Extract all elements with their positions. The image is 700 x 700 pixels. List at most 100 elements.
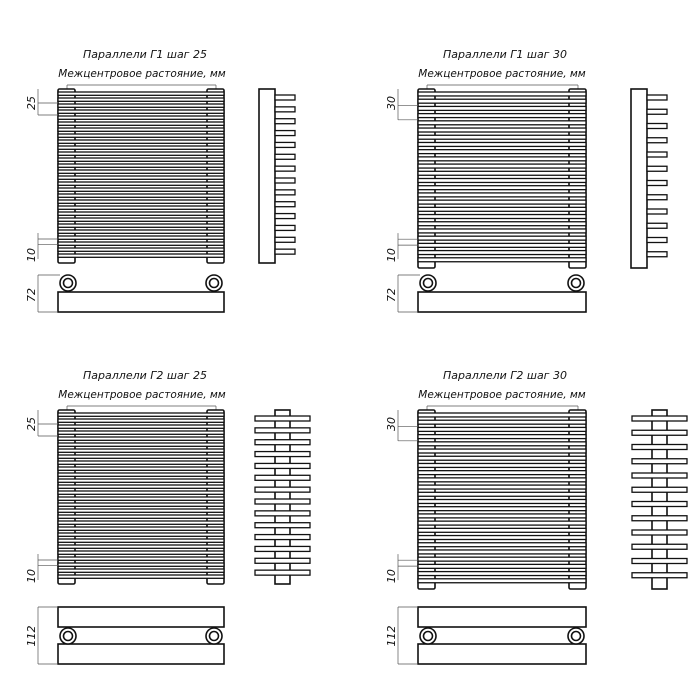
pipe-connection-inner	[62, 277, 74, 289]
side-tube	[631, 515, 688, 522]
horizontal-tube	[57, 127, 225, 132]
horizontal-tube	[417, 448, 587, 454]
side-tube	[646, 108, 668, 115]
horizontal-tube	[57, 235, 225, 240]
front-view	[57, 409, 225, 585]
horizontal-tube	[417, 257, 587, 263]
horizontal-tube	[57, 544, 225, 549]
collector-side	[630, 88, 648, 269]
horizontal-tube	[57, 241, 225, 246]
side-tube	[254, 498, 311, 505]
side-tube	[254, 474, 311, 481]
horizontal-tube	[417, 441, 587, 447]
horizontal-tube	[417, 419, 587, 425]
tube-dimension-label: 10	[385, 248, 398, 262]
horizontal-tube	[57, 574, 225, 579]
horizontal-tube	[57, 532, 225, 537]
horizontal-tube	[417, 563, 587, 569]
horizontal-tube	[417, 513, 587, 519]
horizontal-tube	[417, 491, 587, 497]
side-tube	[274, 141, 296, 149]
side-tube	[646, 179, 668, 187]
horizontal-tube	[57, 418, 225, 423]
horizontal-tube	[57, 103, 225, 108]
horizontal-tube	[57, 520, 225, 525]
pitch-dimension-label: 25	[25, 417, 38, 431]
panel-title: Параллели Г2 шаг 30	[443, 369, 567, 382]
side-tube	[254, 569, 311, 576]
horizontal-tube	[57, 502, 225, 507]
side-tube	[646, 137, 668, 144]
side-tube	[646, 122, 668, 130]
center-distance-label: Межцентровое растояние, мм	[418, 68, 586, 80]
horizontal-tube	[57, 550, 225, 555]
side-tube	[646, 151, 668, 158]
pipe-connection-inner	[422, 630, 434, 642]
depth-dimension-label: 112	[25, 626, 38, 647]
horizontal-tube	[57, 115, 225, 120]
horizontal-tube	[417, 249, 587, 256]
side-view	[630, 88, 668, 269]
tube-dimension-label: 10	[385, 569, 398, 583]
side-tube	[274, 236, 296, 243]
horizontal-tube	[57, 133, 225, 138]
horizontal-tube	[417, 228, 587, 234]
side-tube	[254, 557, 311, 564]
horizontal-tube	[57, 562, 225, 567]
horizontal-tube	[417, 556, 587, 562]
side-tube	[274, 118, 296, 125]
side-tube	[631, 557, 688, 565]
pipe-connection-inner	[422, 277, 434, 289]
horizontal-tube	[57, 568, 225, 573]
horizontal-tube	[57, 157, 225, 162]
horizontal-tube	[417, 520, 587, 526]
horizontal-tube	[417, 163, 587, 169]
horizontal-tube	[57, 478, 225, 483]
collector-top-front	[417, 606, 587, 628]
side-tube	[646, 208, 668, 215]
horizontal-tube	[57, 187, 225, 192]
center-distance-label: Межцентровое растояние, мм	[418, 389, 586, 401]
pipe-connection-inner	[208, 630, 220, 642]
horizontal-tube	[417, 177, 587, 184]
horizontal-tube	[417, 412, 587, 418]
side-tube	[646, 165, 668, 172]
horizontal-tube	[57, 109, 225, 114]
top-view	[417, 606, 587, 665]
depth-dimension-label: 112	[385, 626, 398, 647]
horizontal-tube	[57, 412, 225, 417]
horizontal-tube	[57, 424, 225, 429]
horizontal-tube	[57, 175, 225, 180]
horizontal-tube	[417, 242, 587, 248]
horizontal-tube	[417, 549, 587, 555]
horizontal-tube	[57, 139, 225, 144]
horizontal-tube	[417, 149, 587, 155]
horizontal-tube	[57, 97, 225, 102]
pipe-connection-inner	[208, 277, 220, 289]
horizontal-tube	[417, 433, 587, 440]
center-distance-label: Межцентровое растояние, мм	[58, 68, 226, 80]
front-view	[57, 88, 225, 264]
horizontal-tube	[57, 205, 225, 210]
side-view	[254, 409, 311, 585]
horizontal-tube	[57, 556, 225, 561]
collector-top-back	[57, 643, 225, 665]
panel-g1-30: Параллели Г1 шаг 30 Межцентровое растояни…	[385, 48, 668, 313]
side-tube	[254, 415, 311, 422]
horizontal-tube	[417, 170, 587, 176]
collector-top-front	[57, 606, 225, 628]
horizontal-tube	[417, 185, 587, 191]
side-tube	[631, 458, 688, 465]
horizontal-tube	[57, 229, 225, 234]
horizontal-tube	[57, 538, 225, 543]
horizontal-tube	[417, 141, 587, 148]
pipe-connection-inner	[570, 277, 582, 289]
horizontal-tube	[57, 430, 225, 435]
side-tube	[254, 510, 311, 517]
horizontal-tube	[417, 213, 587, 220]
horizontal-tube	[417, 470, 587, 476]
pipe-connection-inner	[62, 630, 74, 642]
top-view	[417, 274, 587, 313]
pitch-dimension-label: 30	[385, 96, 398, 110]
side-view	[258, 88, 296, 264]
